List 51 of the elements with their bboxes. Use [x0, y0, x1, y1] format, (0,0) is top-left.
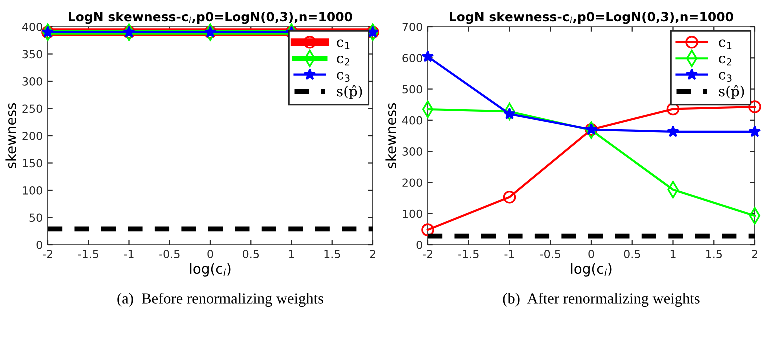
chart-title: LogN skewness-c$_{i}$,p0=LogN(0,3),n=1000 [450, 12, 734, 24]
x-tick-label: -2 [423, 250, 432, 258]
y-tick-label: 200 [22, 132, 42, 140]
x-tick-label: 1.5 [324, 250, 340, 258]
x-tick-label: -1.5 [458, 250, 479, 258]
x-tick-label: 0 [208, 250, 214, 258]
legend-label: c$_{2}$ [719, 56, 732, 66]
x-tick-label: 0 [588, 250, 594, 258]
legend-label: c$_{3}$ [337, 72, 350, 82]
y-tick-label: 100 [23, 186, 42, 195]
y-axis-title: skewness [6, 103, 16, 168]
y-tick-label: 350 [22, 50, 42, 59]
x-tick-label: 2 [752, 250, 758, 258]
x-tick-label: 0.5 [243, 250, 259, 258]
y-tick-label: 200 [402, 178, 422, 188]
x-axis-title: log(c$_{i}$) [571, 263, 612, 277]
x-tick-label: -0.5 [160, 250, 180, 258]
x-tick-label: 2 [370, 250, 376, 258]
legend-label: s(p̂) [337, 85, 362, 100]
text: (a) Before renormalizing weights [118, 292, 324, 308]
x-tick-label: 1 [670, 250, 676, 258]
y-tick-label: 600 [402, 54, 422, 63]
x-tick-label: 0.5 [624, 250, 640, 258]
x-tick-label: -2 [43, 250, 52, 258]
x-tick-label: -1.5 [78, 250, 98, 258]
y-axis-title: skewness [386, 103, 396, 168]
legend-label: s(p̂) [719, 85, 744, 100]
legend-label: c$_{1}$ [719, 40, 732, 50]
y-tick-label: 400 [402, 116, 422, 125]
y-tick-label: 150 [23, 159, 42, 168]
text: (b) After renormalizing weights [503, 292, 700, 308]
y-tick-label: 0 [416, 240, 422, 250]
y-tick-label: 300 [402, 148, 422, 156]
legend-label: c$_{3}$ [719, 72, 732, 82]
y-tick-label: 0 [36, 240, 42, 250]
y-tick-label: 50 [30, 214, 42, 222]
x-tick-label: -1 [504, 250, 514, 258]
legend-label: c$_{2}$ [337, 56, 350, 66]
y-tick-label: 400 [22, 22, 42, 32]
x-tick-label: 1 [289, 250, 294, 258]
y-tick-label: 700 [402, 22, 422, 32]
x-tick-label: 1.5 [706, 250, 722, 258]
legend-label: c$_{1}$ [337, 40, 350, 50]
x-tick-label: -0.5 [540, 250, 560, 258]
x-axis-title: log(c$_{i}$) [190, 263, 231, 277]
y-tick-label: 250 [22, 104, 42, 114]
x-tick-label: -1 [124, 250, 134, 258]
y-tick-label: 300 [22, 77, 42, 86]
chart-title: LogN skewness-c$_{i}$,p0=LogN(0,3),n=1000 [69, 12, 352, 24]
y-tick-label: 100 [403, 210, 422, 218]
y-tick-label: 500 [402, 85, 422, 94]
